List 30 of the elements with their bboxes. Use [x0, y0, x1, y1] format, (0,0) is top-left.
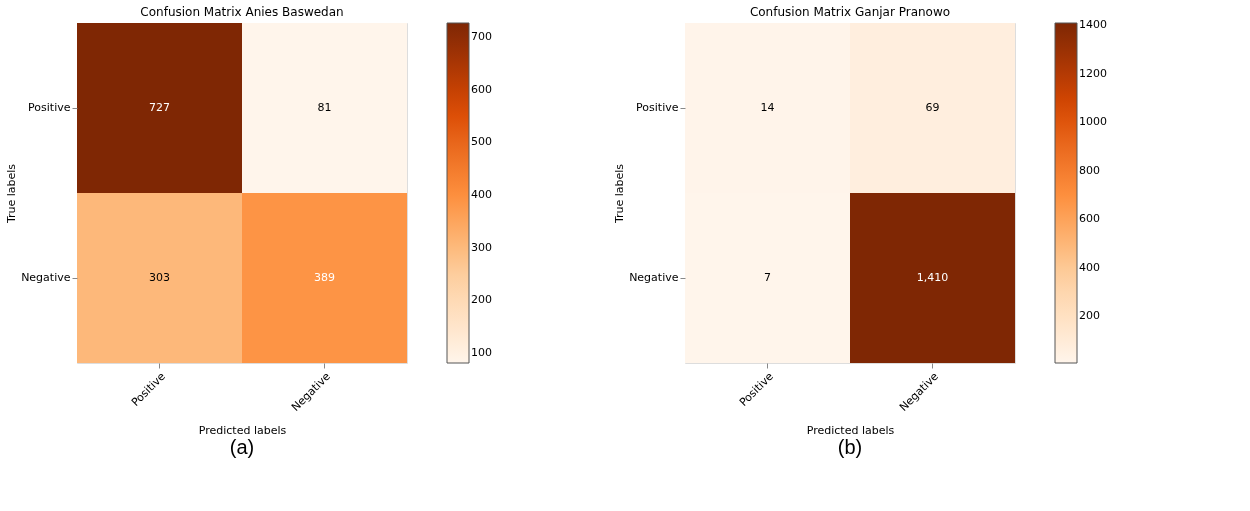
y-axis-title: True labels [5, 163, 19, 225]
color-bar-label: 800 [1079, 163, 1100, 177]
data-label: 69 [925, 101, 940, 114]
color-bar-label: 400 [1079, 260, 1100, 274]
color-bar-label: 100 [471, 346, 492, 359]
color-bar-label: 200 [471, 293, 492, 307]
color-bar-label: 200 [1079, 309, 1100, 323]
x-axis-title: Predicted labels [198, 424, 287, 438]
color-bar-label: 400 [471, 188, 492, 202]
color-bar-label: 600 [1079, 212, 1100, 226]
data-label: 14 [760, 101, 775, 114]
color-bar-label: 300 [471, 240, 492, 254]
data-label: 389 [314, 271, 335, 284]
data-label: 303 [149, 271, 170, 284]
text: (b) [837, 436, 863, 458]
text: (a) [229, 436, 255, 458]
color-bar-label: 1200 [1079, 66, 1107, 80]
data-label: 1,410 [916, 271, 949, 284]
y-axis-title: True labels [613, 163, 627, 225]
x-axis-title: Predicted labels [806, 424, 895, 438]
color-bar-label: 700 [471, 30, 492, 44]
color-bar-label: 500 [471, 135, 492, 149]
color-bar-label: 1400 [1079, 18, 1107, 32]
data-label: 7 [764, 271, 771, 284]
color-bar-label: 600 [471, 82, 492, 96]
chart-title: Confusion Matrix Anies Baswedan [140, 5, 344, 19]
data-label: 727 [149, 101, 170, 114]
data-label: 81 [317, 101, 332, 114]
color-bar-label: 1000 [1079, 115, 1107, 129]
chart-title: Confusion Matrix Ganjar Pranowo [749, 5, 951, 19]
